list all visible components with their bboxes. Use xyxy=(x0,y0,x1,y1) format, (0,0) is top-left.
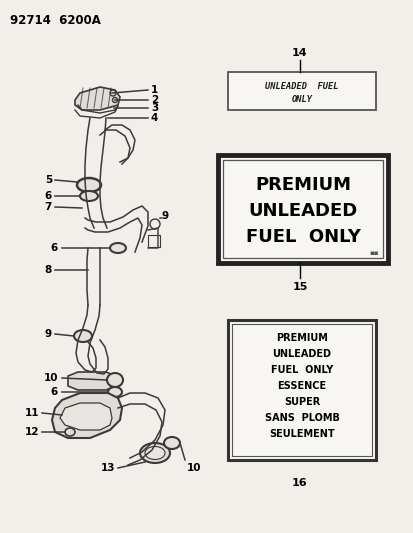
Ellipse shape xyxy=(74,330,92,342)
Polygon shape xyxy=(60,403,112,430)
Text: 9: 9 xyxy=(45,329,52,339)
Text: 13: 13 xyxy=(100,463,115,473)
Ellipse shape xyxy=(145,447,165,459)
Text: UNLEADED: UNLEADED xyxy=(272,349,331,359)
Text: SANS  PLOMB: SANS PLOMB xyxy=(264,413,339,423)
Text: 8: 8 xyxy=(45,265,52,275)
Text: FUEL  ONLY: FUEL ONLY xyxy=(270,365,332,375)
Polygon shape xyxy=(68,372,116,390)
Text: FUEL  ONLY: FUEL ONLY xyxy=(245,228,360,246)
Bar xyxy=(147,235,159,247)
Bar xyxy=(218,155,387,263)
Ellipse shape xyxy=(110,243,126,253)
Text: 2: 2 xyxy=(151,95,158,105)
Text: 14: 14 xyxy=(292,48,307,58)
Text: 9: 9 xyxy=(161,211,169,221)
Ellipse shape xyxy=(108,387,122,397)
Text: 16: 16 xyxy=(292,478,307,488)
Text: UNLEADED: UNLEADED xyxy=(248,202,357,220)
Text: 6: 6 xyxy=(45,191,52,201)
Bar xyxy=(228,72,375,110)
Ellipse shape xyxy=(164,437,180,449)
Text: 11: 11 xyxy=(24,408,39,418)
Ellipse shape xyxy=(77,178,101,192)
Bar xyxy=(231,324,371,456)
Text: 7: 7 xyxy=(45,202,52,212)
Text: SUPER: SUPER xyxy=(283,397,319,407)
Text: 1: 1 xyxy=(151,85,158,95)
Text: 10: 10 xyxy=(43,373,58,383)
Polygon shape xyxy=(75,87,120,110)
Text: UNLEADED  FUEL: UNLEADED FUEL xyxy=(265,82,338,91)
Text: 92714  6200A: 92714 6200A xyxy=(10,14,101,27)
Text: 12: 12 xyxy=(24,427,39,437)
Text: ▪▪: ▪▪ xyxy=(368,250,378,256)
Text: 5: 5 xyxy=(45,175,52,185)
Text: SEULEMENT: SEULEMENT xyxy=(268,429,334,439)
Text: 10: 10 xyxy=(187,463,201,473)
Text: 3: 3 xyxy=(151,103,158,113)
Text: PREMIUM: PREMIUM xyxy=(254,176,350,194)
Text: 15: 15 xyxy=(292,282,307,292)
Ellipse shape xyxy=(140,443,170,463)
Text: PREMIUM: PREMIUM xyxy=(275,333,327,343)
Text: ONLY: ONLY xyxy=(291,95,312,104)
Bar xyxy=(228,320,375,460)
Ellipse shape xyxy=(80,191,98,201)
Polygon shape xyxy=(52,393,122,438)
Text: ESSENCE: ESSENCE xyxy=(277,381,326,391)
Text: 4: 4 xyxy=(151,113,158,123)
Ellipse shape xyxy=(107,373,123,387)
Bar xyxy=(223,160,382,258)
Text: 6: 6 xyxy=(51,387,58,397)
Text: 6: 6 xyxy=(51,243,58,253)
